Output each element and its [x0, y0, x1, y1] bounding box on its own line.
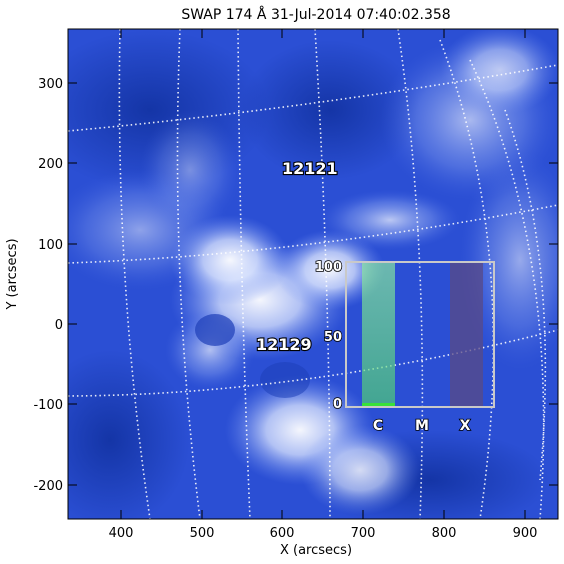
y-axis-label: Y (arcsecs) — [5, 238, 20, 310]
active-region-label-12121: 12121 — [282, 159, 338, 178]
x-axis-label: X (arcsecs) — [280, 543, 352, 558]
bar-x-class — [450, 262, 483, 407]
active-region-label-12129: 12129 — [256, 335, 312, 354]
y-tick-200: 200 — [38, 157, 63, 172]
inset-frame — [345, 261, 495, 408]
y-tick-minus-200: -200 — [33, 479, 63, 494]
y-tick-minus-100: -100 — [33, 398, 63, 413]
inset-y-label-50: 50 — [324, 330, 342, 345]
inset-y-label-100: 100 — [315, 260, 342, 275]
inset-class-label-x: X — [460, 418, 471, 434]
x-tick-800: 800 — [432, 526, 457, 541]
inset-y-label-0: 0 — [333, 397, 342, 412]
plot-title: SWAP 174 Å 31-Jul-2014 07:40:02.358 — [181, 6, 450, 23]
x-axis — [120, 29, 526, 519]
inset-class-label-m: M — [415, 418, 429, 434]
x-tick-400: 400 — [109, 526, 134, 541]
y-axis — [68, 82, 558, 486]
bar-c-class — [362, 262, 395, 407]
y-tick-0: 0 — [55, 318, 63, 333]
x-tick-700: 700 — [351, 526, 376, 541]
x-tick-500: 500 — [190, 526, 215, 541]
y-tick-300: 300 — [38, 77, 63, 92]
x-tick-600: 600 — [270, 526, 295, 541]
inset-class-label-c: C — [373, 418, 383, 434]
plot-frame — [67, 28, 559, 520]
x-tick-900: 900 — [513, 526, 538, 541]
flare-probability-inset: 100 50 0 C M X — [314, 259, 495, 435]
y-tick-100: 100 — [38, 238, 63, 253]
bar-c-base-marker — [362, 403, 395, 407]
solar-euv-image — [68, 29, 558, 519]
